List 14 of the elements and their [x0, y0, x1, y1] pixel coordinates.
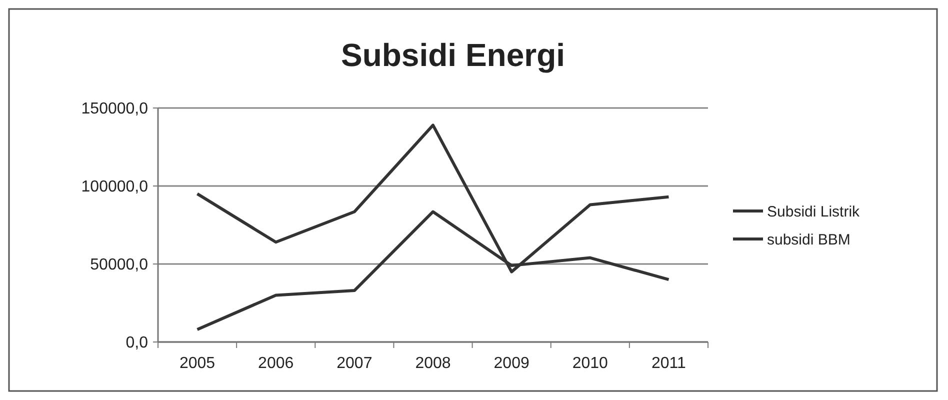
y-tick-label: 100000,0: [81, 178, 148, 196]
x-tick-label: 2007: [336, 355, 372, 372]
x-tick-label: 2009: [494, 355, 530, 372]
x-tick-label: 2008: [415, 355, 451, 372]
x-tick-label: 2005: [179, 355, 216, 372]
y-tick-label: 150000,0: [81, 100, 148, 118]
y-tick-label: 50000,0: [90, 256, 148, 274]
x-tick-label: 2006: [258, 355, 294, 372]
x-tick-label: 2011: [652, 355, 686, 372]
legend-label: Subsidi Listrik: [767, 203, 860, 220]
legend-label: subsidi BBM: [767, 231, 850, 248]
chart-title: Subsidi Energi: [340, 37, 566, 73]
y-tick-label: 0,0: [126, 334, 148, 352]
x-tick-label: 2010: [572, 355, 608, 372]
